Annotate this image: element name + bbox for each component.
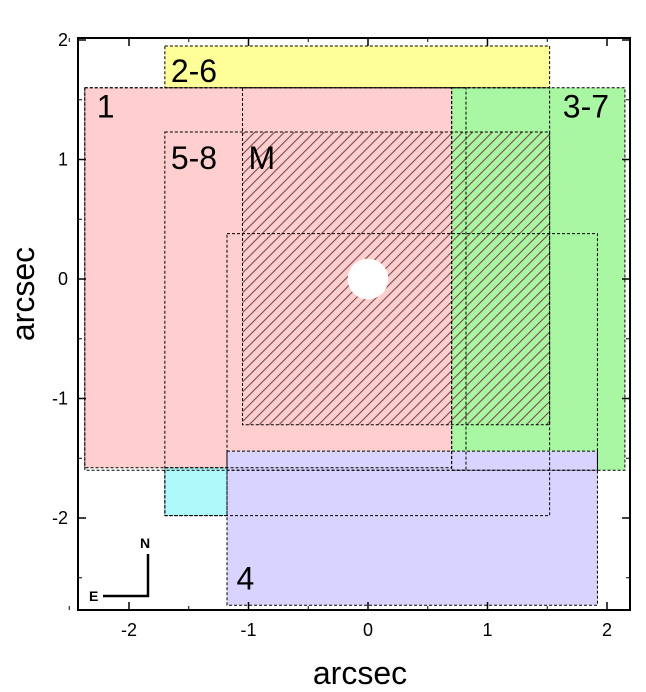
region-labels: 1 2-6 3-7 4 5-8 M — [97, 53, 609, 597]
plot-border — [77, 37, 631, 611]
x-axis-label: arcsec — [313, 655, 407, 691]
outline-8 — [226, 233, 598, 471]
y-tick-label: -1 — [52, 389, 68, 409]
central-hole — [347, 258, 389, 300]
region-4 — [226, 451, 598, 606]
x-tick-label: 1 — [482, 620, 492, 640]
outline-M — [242, 87, 551, 426]
region-fill-4 — [164, 467, 227, 516]
region-label-1: 1 — [97, 89, 115, 125]
region-label-4: 4 — [237, 561, 255, 597]
hatched-region — [242, 132, 550, 425]
hatched-overlap — [242, 132, 550, 425]
region-label-3-7: 3-7 — [563, 89, 609, 125]
outline-2-6 — [164, 45, 551, 89]
x-tick-label: -2 — [121, 620, 137, 640]
region-label-5-8: 5-8 — [171, 140, 217, 176]
x-tick-label: 0 — [363, 620, 373, 640]
compass-east-label: E — [89, 588, 98, 604]
y-tick-label: 1 — [58, 150, 68, 170]
region-2-6 — [164, 45, 550, 88]
plot-frame: -2 -1 0 1 2 2 1 0 -1 -2 — [52, 30, 631, 640]
y-tick-label: 0 — [58, 269, 68, 289]
compass-north-label: N — [140, 535, 150, 551]
region-label-M: M — [249, 140, 276, 176]
outline-5-8 — [164, 131, 551, 517]
compass-rose: NE — [89, 535, 150, 604]
x-tick-label: -1 — [240, 620, 256, 640]
x-tick-label: 2 — [602, 620, 612, 640]
y-tick-label: 2 — [58, 30, 68, 50]
outline-4 — [226, 450, 598, 606]
y-tick-label: -2 — [52, 508, 68, 528]
region-label-2-6: 2-6 — [171, 53, 217, 89]
y-axis-label: arcsec — [5, 247, 41, 341]
